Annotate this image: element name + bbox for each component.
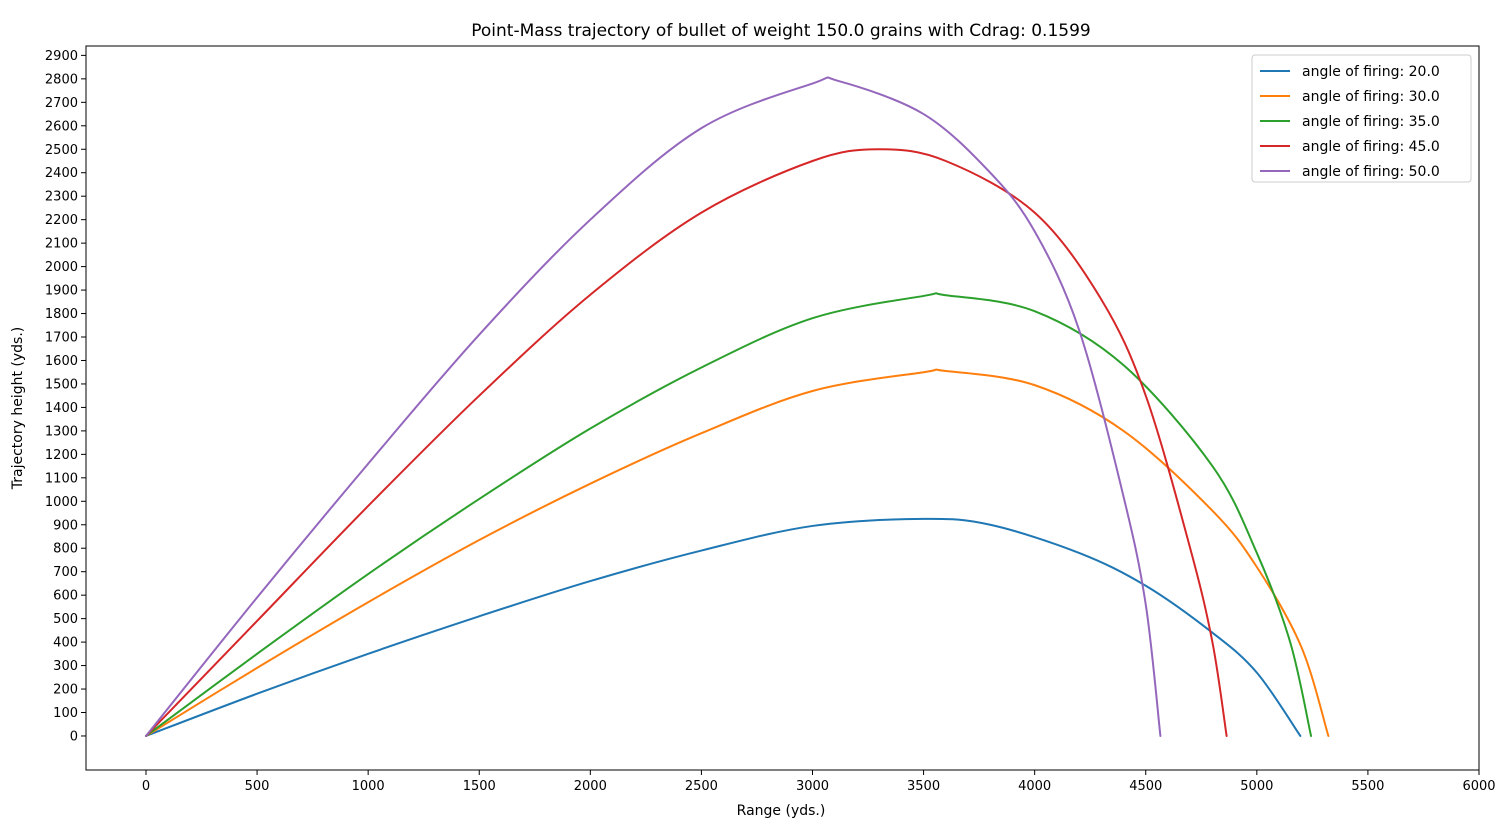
- y-tick-label: 2600: [45, 119, 78, 134]
- y-tick-label: 800: [53, 542, 78, 557]
- legend-label-0: angle of firing: 20.0: [1302, 64, 1440, 80]
- y-tick-label: 200: [53, 683, 78, 698]
- x-axis-ticks: 0 500 1000 1500 2000 2500 3000 3500 4000 4500 5000…: [142, 770, 1496, 794]
- y-tick-label: 500: [53, 612, 78, 627]
- axes-frame: [85, 45, 1480, 771]
- y-tick-label: 1600: [45, 354, 78, 369]
- y-tick-label: 2700: [45, 96, 78, 111]
- x-tick-label: 3500: [907, 779, 940, 794]
- y-tick-label: 2000: [45, 260, 78, 275]
- y-tick-label: 100: [53, 706, 78, 721]
- series-line-0: [144, 517, 1302, 737]
- x-tick-label: 500: [245, 779, 270, 794]
- x-tick-label: 5000: [1240, 779, 1273, 794]
- y-tick-label: 700: [53, 565, 78, 580]
- x-tick-label: 1000: [352, 779, 385, 794]
- legend-label-2: angle of firing: 35.0: [1302, 114, 1440, 130]
- y-tick-label: 2100: [45, 237, 78, 252]
- x-tick-label: 0: [142, 779, 150, 794]
- y-tick-label: 1500: [45, 377, 78, 392]
- y-tick-label: 300: [53, 659, 78, 674]
- y-tick-label: 1800: [45, 307, 78, 322]
- chart-title: Point-Mass trajectory of bullet of weigh…: [471, 21, 1090, 41]
- plot-area: [144, 76, 1330, 737]
- y-tick-label: 1700: [45, 331, 78, 346]
- legend-label-4: angle of firing: 50.0: [1302, 164, 1440, 180]
- y-tick-label: 2900: [45, 49, 78, 64]
- y-tick-label: 0: [70, 729, 78, 744]
- y-tick-label: 1300: [45, 424, 78, 439]
- series-line-4: [144, 76, 1162, 737]
- y-tick-label: 2800: [45, 72, 78, 87]
- y-axis-label: Trajectory height (yds.): [10, 327, 26, 491]
- x-tick-label: 3000: [796, 779, 829, 794]
- y-axis-ticks: 0 100 200 300 400 500 600 700 800 900 1000 1100 1200…: [45, 49, 86, 744]
- y-tick-label: 1200: [45, 448, 78, 463]
- legend-box: [1251, 54, 1472, 183]
- x-tick-label: 2000: [574, 779, 607, 794]
- y-tick-label: 1100: [45, 471, 78, 486]
- legend-label-1: angle of firing: 30.0: [1302, 89, 1440, 105]
- legend: angle of firing: 20.0 angle of firing: 30…: [1251, 54, 1472, 183]
- legend-label-3: angle of firing: 45.0: [1302, 139, 1440, 155]
- y-tick-label: 1900: [45, 284, 78, 299]
- y-tick-label: 400: [53, 636, 78, 651]
- x-tick-label: 4000: [1018, 779, 1051, 794]
- x-tick-label: 6000: [1462, 779, 1495, 794]
- y-tick-label: 2300: [45, 190, 78, 205]
- x-axis-label: Range (yds.): [737, 803, 826, 819]
- x-tick-label: 5500: [1351, 779, 1384, 794]
- y-tick-label: 900: [53, 518, 78, 533]
- x-tick-label: 2500: [685, 779, 718, 794]
- y-tick-label: 2200: [45, 213, 78, 228]
- series-line-3: [144, 148, 1228, 737]
- x-tick-label: 1500: [463, 779, 496, 794]
- y-tick-label: 600: [53, 589, 78, 604]
- y-tick-label: 2500: [45, 143, 78, 158]
- legend-entries: angle of firing: 20.0 angle of firing: 30…: [1260, 64, 1440, 180]
- y-tick-label: 1000: [45, 495, 78, 510]
- series-line-1: [144, 368, 1330, 737]
- series-line-2: [144, 292, 1313, 737]
- y-tick-label: 2400: [45, 166, 78, 181]
- y-tick-label: 1400: [45, 401, 78, 416]
- x-tick-label: 4500: [1129, 779, 1162, 794]
